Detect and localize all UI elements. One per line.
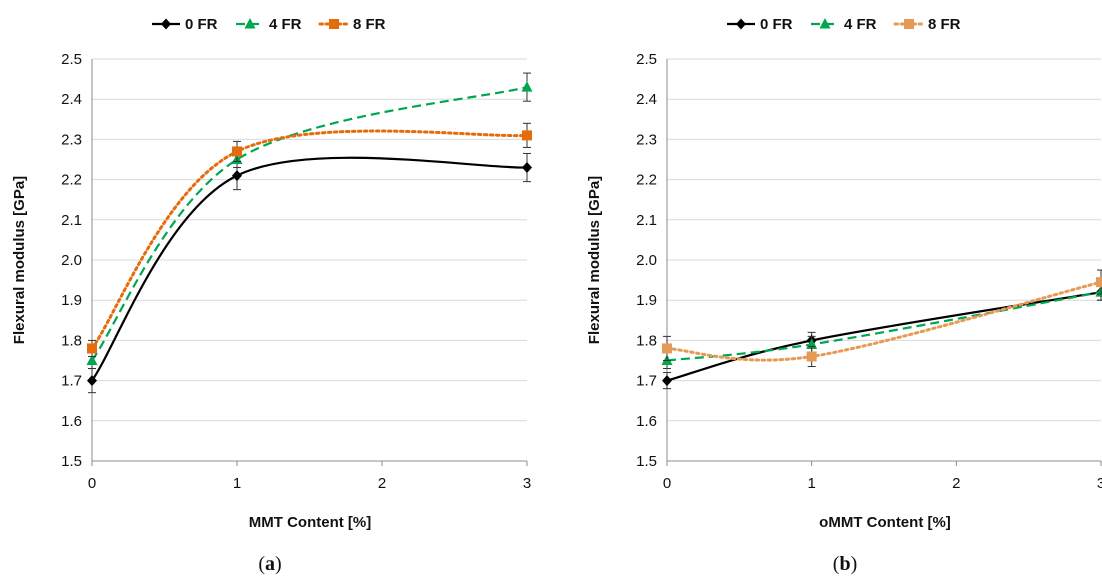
- data-point: [86, 354, 98, 365]
- legend-label: 8 FR: [353, 16, 386, 33]
- legend-entry: 0 FR: [727, 16, 793, 33]
- y-tick-label: 1.7: [61, 373, 82, 390]
- y-tick-label: 2.0: [61, 252, 82, 269]
- data-point: [806, 351, 817, 362]
- legend-label: 0 FR: [185, 16, 218, 33]
- y-tick-label: 1.9: [61, 292, 82, 309]
- legend-marker: [244, 18, 256, 29]
- legend-entry: 4 FR: [236, 16, 302, 33]
- legend-entry: 4 FR: [811, 16, 877, 33]
- legend-marker: [161, 18, 171, 30]
- caption-paren: (: [833, 553, 840, 575]
- y-tick-label: 1.6: [636, 413, 657, 430]
- series-line: [666, 291, 1102, 382]
- y-tick-label: 2.1: [636, 212, 657, 229]
- x-tick-label: 1: [233, 475, 241, 492]
- y-tick-label: 1.9: [636, 292, 657, 309]
- data-point: [522, 130, 532, 141]
- x-tick-label: 0: [663, 475, 671, 492]
- y-tick-label: 1.6: [61, 413, 82, 430]
- x-tick-label: 3: [523, 475, 531, 492]
- legend-entry: 8 FR: [893, 16, 961, 33]
- caption-paren: ): [275, 553, 282, 575]
- legend-entry: 0 FR: [152, 16, 218, 33]
- legend-marker: [736, 18, 746, 30]
- series-line: [91, 86, 528, 362]
- series-4-fr: [661, 283, 1102, 370]
- y-tick-label: 2.1: [61, 212, 82, 229]
- y-axis-label: Flexural modulus [GPa]: [11, 176, 28, 344]
- y-tick-label: 2.5: [636, 51, 657, 68]
- y-tick-label: 2.3: [61, 131, 82, 148]
- series-8-fr: [662, 269, 1102, 368]
- y-axis-label: Flexural modulus [GPa]: [586, 176, 603, 344]
- y-tick-label: 2.2: [61, 172, 82, 189]
- series-line: [665, 280, 1102, 362]
- y-tick-label: 1.5: [61, 453, 82, 470]
- data-point: [87, 343, 97, 354]
- series-8-fr: [87, 122, 532, 357]
- y-tick-label: 2.2: [636, 172, 657, 189]
- x-tick-label: 1: [807, 475, 815, 492]
- data-point: [232, 146, 242, 157]
- legend-marker: [819, 18, 831, 29]
- x-tick-label: 2: [378, 475, 386, 492]
- y-tick-label: 2.3: [636, 131, 657, 148]
- y-tick-label: 1.7: [636, 373, 657, 390]
- legend-label: 4 FR: [269, 16, 302, 33]
- x-tick-label: 2: [952, 475, 960, 492]
- y-tick-label: 1.5: [636, 453, 657, 470]
- panel-caption: (b): [833, 553, 857, 575]
- y-tick-label: 1.8: [61, 332, 82, 349]
- y-tick-label: 2.0: [636, 252, 657, 269]
- data-point: [521, 81, 533, 92]
- data-point: [662, 375, 672, 387]
- legend-marker: [904, 19, 914, 29]
- data-point: [1096, 277, 1102, 288]
- legend-label: 4 FR: [844, 16, 877, 33]
- legend-entry: 8 FR: [318, 16, 386, 33]
- data-point: [662, 343, 672, 354]
- caption-paren: (: [258, 553, 265, 575]
- series-0-fr: [87, 152, 532, 394]
- y-tick-label: 2.4: [61, 91, 82, 108]
- x-tick-label: 0: [88, 475, 96, 492]
- y-tick-label: 1.8: [636, 332, 657, 349]
- y-tick-label: 2.5: [61, 51, 82, 68]
- legend-label: 8 FR: [928, 16, 961, 33]
- chart-panel-b: 1.5 1.6 1.7 1.8 1.9 2.0 2.1 2.2 2.3 2.4 2.5 0 1 2 3 oMM…: [586, 16, 1102, 575]
- series-line: [91, 156, 528, 382]
- panel-caption: (a): [258, 553, 281, 575]
- x-tick-label: 3: [1097, 475, 1102, 492]
- data-point: [87, 375, 97, 387]
- chart-panel-a: 1.5 1.6 1.7 1.8 1.9 2.0 2.1 2.2 2.3 2.4 2.5 0 1 2 3 MMT…: [11, 16, 533, 575]
- legend-marker: [329, 19, 339, 29]
- caption-letter: a: [265, 553, 275, 575]
- x-axis-label: oMMT Content [%]: [819, 514, 951, 531]
- data-point: [232, 170, 242, 182]
- data-point: [522, 162, 532, 174]
- caption-paren: ): [851, 553, 858, 575]
- x-axis-label: MMT Content [%]: [249, 514, 371, 531]
- caption-letter: b: [839, 553, 850, 575]
- legend-label: 0 FR: [760, 16, 793, 33]
- series-4-fr: [86, 72, 533, 370]
- y-tick-label: 2.4: [636, 91, 657, 108]
